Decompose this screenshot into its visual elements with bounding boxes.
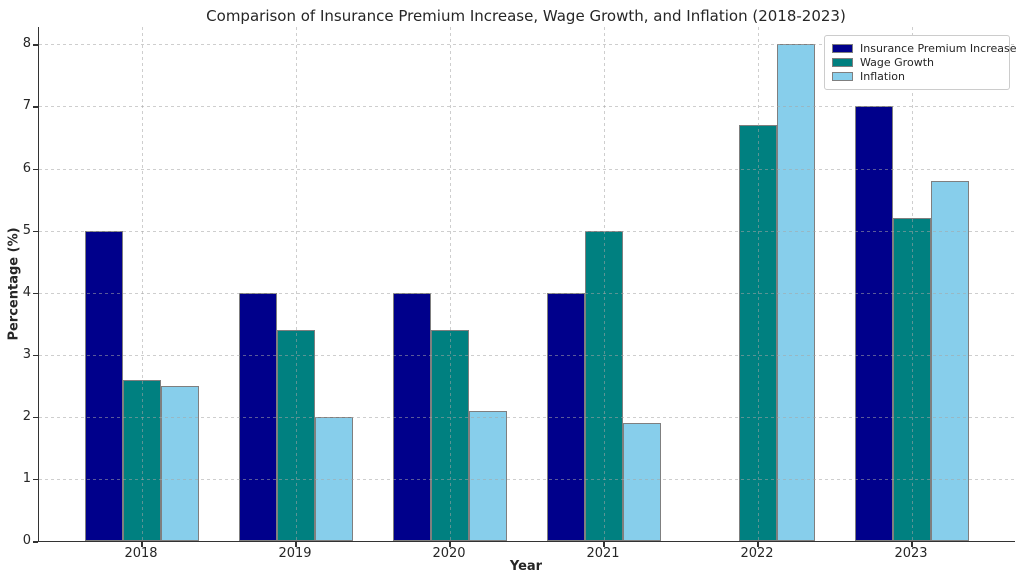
- y-tick-8: [33, 44, 38, 46]
- y-tick-label-2: 2: [22, 408, 31, 424]
- bar-2020-series-0: [393, 292, 431, 541]
- plot-area: [38, 27, 1015, 542]
- y-tick-label-8: 8: [22, 36, 31, 52]
- bar-2019-series-1: [277, 329, 315, 541]
- y-tick-0: [33, 541, 38, 543]
- y-tick-label-0: 0: [22, 533, 31, 548]
- y-axis-label: Percentage (%): [6, 227, 22, 341]
- bar-2020-series-1: [431, 329, 469, 541]
- bar-2022-series-2: [777, 44, 815, 541]
- y-tick-1: [33, 478, 38, 481]
- legend-swatch-icon: [832, 72, 853, 81]
- legend-row-0: Insurance Premium Increase: [832, 42, 1016, 55]
- legend-swatch-icon: [832, 58, 853, 67]
- y-tick-4: [33, 292, 38, 295]
- bar-2021-series-0: [547, 292, 585, 541]
- y-tick-label-3: 3: [22, 346, 31, 362]
- legend-label-2: Inflation: [860, 69, 905, 83]
- y-tick-6: [33, 168, 38, 171]
- x-tick-2019: [295, 542, 297, 547]
- x-tick-label-2018: 2018: [124, 546, 158, 561]
- chart-title: Comparison of Insurance Premium Increase…: [206, 7, 846, 25]
- x-tick-label-2021: 2021: [586, 546, 620, 561]
- y-tick-label-7: 7: [22, 98, 31, 114]
- x-tick-label-2023: 2023: [894, 546, 928, 561]
- x-tick-label-2020: 2020: [432, 546, 466, 561]
- legend-row-1: Wage Growth: [832, 56, 1002, 69]
- bar-2021-series-2: [623, 423, 661, 541]
- y-tick-label-1: 1: [22, 470, 31, 486]
- bar-2018-series-2: [161, 385, 199, 541]
- legend-row-2: Inflation: [832, 70, 1002, 83]
- bar-2023-series-2: [931, 180, 969, 541]
- legend-label-1: Wage Growth: [860, 55, 934, 69]
- legend: Insurance Premium Increase Wage Growth Inf…: [824, 35, 1016, 90]
- x-tick-label-2022: 2022: [740, 546, 774, 561]
- legend-swatch-icon: [832, 44, 853, 53]
- x-tick-2020: [449, 542, 451, 547]
- y-tick-label-5: 5: [22, 222, 31, 238]
- y-tick-label-6: 6: [22, 160, 31, 176]
- bar-2022-series-1: [739, 125, 777, 541]
- x-axis-label: Year: [509, 559, 543, 574]
- legend-label-0: Insurance Premium Increase: [860, 41, 1017, 55]
- y-tick-label-4: 4: [22, 284, 31, 300]
- y-tick-5: [33, 230, 38, 233]
- bar-2020-series-2: [469, 410, 507, 541]
- y-tick-7: [33, 106, 38, 108]
- bar-2021-series-1: [585, 230, 623, 541]
- bar-2018-series-1: [123, 379, 161, 541]
- x-tick-2018: [141, 542, 143, 547]
- y-tick-3: [33, 354, 38, 357]
- x-tick-2021: [603, 542, 605, 547]
- x-tick-label-2019: 2019: [278, 546, 312, 561]
- bars-layer: [39, 27, 1015, 541]
- bar-2019-series-2: [315, 416, 353, 541]
- bar-2023-series-0: [855, 106, 893, 541]
- bar-2018-series-0: [85, 230, 123, 541]
- bar-2019-series-0: [239, 292, 277, 541]
- x-tick-2022: [757, 542, 759, 547]
- bar-2023-series-1: [893, 218, 931, 541]
- x-tick-2023: [911, 542, 913, 547]
- y-tick-2: [33, 416, 38, 419]
